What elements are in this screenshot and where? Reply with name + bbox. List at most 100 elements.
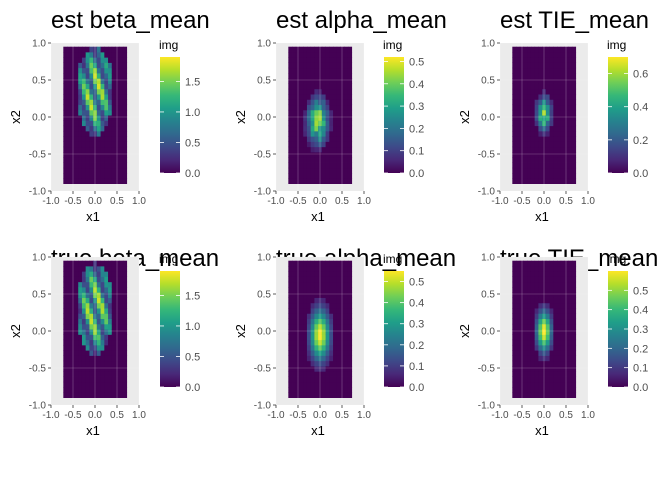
- heatmap-cell: [512, 339, 517, 346]
- heatmap-cell: [568, 162, 573, 169]
- heatmap-cell: [538, 318, 543, 325]
- heatmap-cell: [100, 323, 105, 330]
- heatmap-cell: [542, 51, 547, 58]
- heatmap-cell: [74, 146, 79, 153]
- heatmap-cell: [519, 78, 524, 84]
- heatmap-cell: [523, 146, 528, 153]
- heatmap-cell: [314, 62, 319, 69]
- heatmap-cell: [100, 265, 105, 272]
- colorbar-tick-label: 0.3: [409, 319, 424, 331]
- heatmap-cell: [340, 371, 345, 377]
- heatmap-cell: [534, 152, 539, 158]
- heatmap-cell: [321, 167, 326, 174]
- heatmap-cell: [568, 392, 573, 398]
- heatmap-cell: [119, 313, 124, 320]
- heatmap-cell: [530, 57, 536, 63]
- heatmap-cell: [534, 73, 539, 79]
- y-tick-label: 0.0: [32, 113, 46, 124]
- heatmap-cell: [96, 130, 101, 137]
- heatmap-cell: [108, 376, 113, 383]
- heatmap-cell: [306, 99, 312, 106]
- heatmap-cell: [530, 302, 536, 309]
- heatmap-cell: [70, 109, 75, 116]
- heatmap-cell: [70, 178, 75, 184]
- heatmap-cell: [93, 366, 98, 372]
- heatmap-cell: [93, 46, 98, 53]
- heatmap-cell: [527, 276, 532, 283]
- heatmap-cell: [74, 173, 79, 179]
- heatmap-cell: [568, 125, 573, 132]
- heatmap-cell: [530, 376, 536, 383]
- heatmap-cell: [340, 67, 345, 74]
- heatmap-cell: [96, 334, 101, 341]
- heatmap-cell: [122, 109, 128, 116]
- heatmap-cell: [310, 73, 315, 79]
- heatmap-cell: [538, 67, 543, 74]
- heatmap-cell: [523, 350, 528, 356]
- heatmap-cell: [81, 329, 87, 335]
- heatmap-cell: [329, 334, 334, 341]
- heatmap-cell: [564, 67, 569, 74]
- heatmap-cell: [318, 360, 323, 367]
- heatmap-cell: [557, 99, 562, 106]
- heatmap-cell: [512, 281, 517, 288]
- heatmap-cell: [519, 318, 524, 325]
- heatmap-cell: [344, 344, 349, 351]
- heatmap-cell: [318, 83, 323, 90]
- heatmap-cell: [288, 323, 293, 330]
- heatmap-cell: [115, 381, 120, 388]
- heatmap-cell: [122, 313, 128, 320]
- heatmap-cell: [568, 115, 573, 121]
- heatmap-cell: [329, 99, 334, 106]
- heatmap-cell: [292, 323, 297, 330]
- heatmap-cell: [329, 339, 334, 346]
- heatmap-cell: [344, 136, 349, 142]
- heatmap-cell: [303, 83, 308, 90]
- heatmap-cell: [310, 344, 315, 351]
- heatmap-cell: [336, 360, 341, 367]
- heatmap-cell: [74, 178, 79, 184]
- heatmap-cell: [560, 99, 565, 106]
- heatmap-cell: [314, 146, 319, 153]
- heatmap-cell: [70, 88, 75, 95]
- heatmap-cell: [81, 94, 87, 100]
- heatmap-cell: [560, 73, 565, 79]
- heatmap-cell: [336, 51, 341, 58]
- heatmap-cell: [295, 167, 300, 174]
- heatmap-cell: [545, 167, 550, 174]
- heatmap-cell: [93, 287, 98, 293]
- heatmap-cell: [542, 167, 547, 174]
- heatmap-cell: [81, 88, 87, 95]
- heatmap-cell: [100, 292, 105, 298]
- heatmap-cell: [516, 265, 521, 272]
- heatmap-cell: [299, 62, 304, 69]
- heatmap-cell: [538, 350, 543, 356]
- heatmap-cell: [340, 178, 345, 184]
- heatmap-tiles: [288, 46, 353, 184]
- heatmap-cell: [553, 152, 558, 158]
- heatmap-cell: [557, 297, 562, 304]
- heatmap-cell: [538, 115, 543, 121]
- heatmap-cell: [549, 162, 554, 169]
- heatmap-cell: [108, 173, 113, 179]
- heatmap-cell: [545, 265, 550, 272]
- heatmap-cell: [560, 83, 565, 90]
- heatmap-cell: [549, 387, 554, 393]
- heatmap-cell: [321, 329, 326, 335]
- heatmap-cell: [340, 51, 345, 58]
- heatmap-cell: [78, 292, 83, 298]
- heatmap-cell: [122, 130, 128, 137]
- heatmap-cell: [336, 329, 341, 335]
- heatmap-cell: [303, 99, 308, 106]
- heatmap-cell: [306, 146, 312, 153]
- heatmap-cell: [542, 88, 547, 95]
- heatmap-cell: [288, 130, 293, 137]
- heatmap-cell: [104, 360, 109, 367]
- heatmap-cell: [333, 178, 338, 184]
- heatmap-cell: [329, 162, 334, 169]
- heatmap-cell: [108, 178, 113, 184]
- heatmap-cell: [340, 376, 345, 383]
- heatmap-cell: [344, 292, 349, 298]
- heatmap-cell: [100, 115, 105, 121]
- heatmap-cell: [336, 323, 341, 330]
